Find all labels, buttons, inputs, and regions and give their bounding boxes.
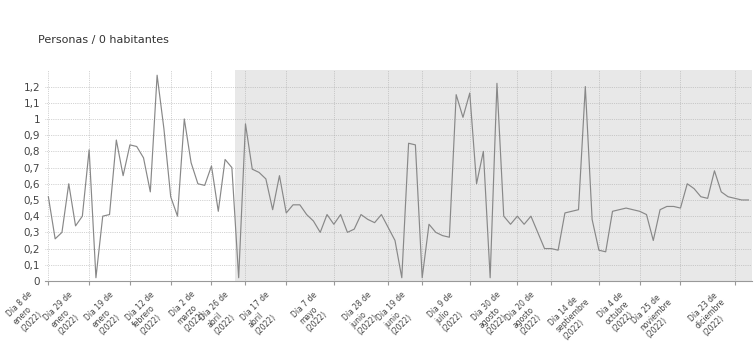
Text: Personas / 0 habitantes: Personas / 0 habitantes <box>38 35 169 45</box>
Bar <box>235 70 751 281</box>
